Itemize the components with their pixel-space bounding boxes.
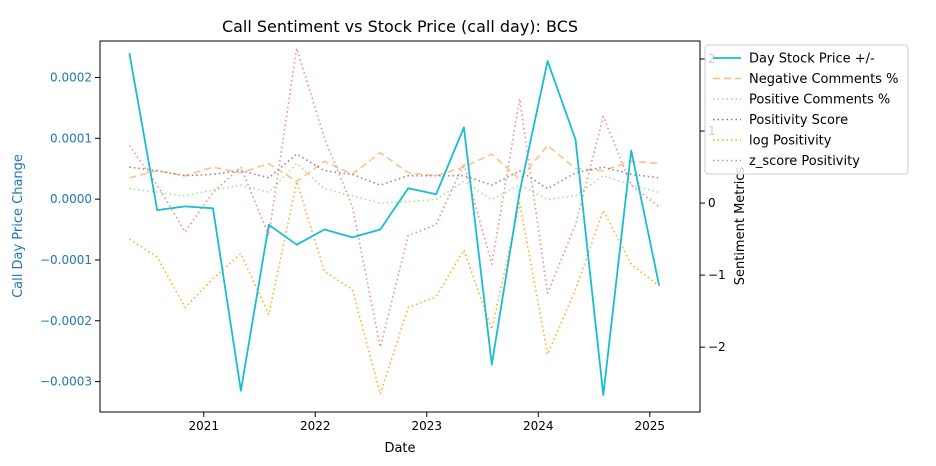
x-tick-label: 2025: [635, 419, 666, 433]
series-line-4: [128, 180, 660, 395]
legend-label: Negative Comments %: [749, 72, 898, 87]
plot-area: [128, 47, 660, 396]
x-tick-label: 2023: [411, 419, 442, 433]
left-tick-label: 0.0000: [50, 192, 92, 206]
legend: Day Stock Price +/- Negative Comments % Po…: [704, 44, 909, 175]
left-tick-label: −0.0002: [40, 314, 92, 328]
legend-box: [704, 44, 909, 175]
legend-label: Positivity Score: [749, 113, 848, 128]
x-tick-label: 2024: [523, 419, 554, 433]
plot-frame: [99, 40, 701, 413]
legend-label: Day Stock Price +/-: [749, 52, 875, 67]
x-axis-label: Date: [384, 441, 415, 456]
axes: 2021 2022 2023 2024 2025 0.0002 0.0001 0.0000 −0…: [40, 52, 726, 433]
right-axis-label: Sentiment Metrics: [733, 167, 748, 286]
x-tick-label: 2021: [188, 419, 219, 433]
left-tick-label: −0.0001: [40, 253, 92, 267]
right-tick-label: 0: [708, 196, 716, 210]
left-tick-label: 0.0002: [50, 70, 92, 84]
right-tick-label: −2: [708, 340, 726, 354]
right-tick-label: −1: [708, 268, 726, 282]
legend-label: z_score Positivity: [749, 154, 860, 169]
series-line-5: [128, 47, 660, 349]
chart-title: Call Sentiment vs Stock Price (call day)…: [222, 17, 578, 36]
left-tick-label: 0.0001: [50, 131, 92, 145]
left-axis-label: Call Day Price Change: [11, 154, 26, 298]
series-line-1: [129, 144, 660, 183]
series-line-0: [128, 53, 660, 396]
left-tick-label: −0.0003: [40, 375, 92, 389]
legend-label: log Positivity: [749, 134, 832, 149]
legend-label: Positive Comments %: [749, 93, 890, 108]
x-tick-label: 2022: [300, 419, 331, 433]
